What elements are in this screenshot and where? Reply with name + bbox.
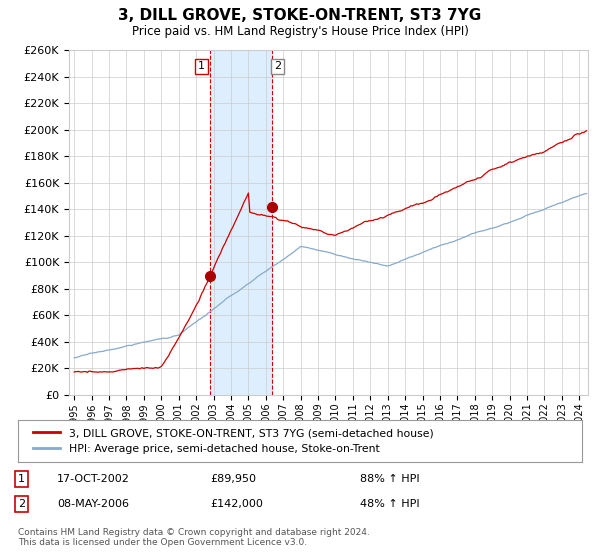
Legend: 3, DILL GROVE, STOKE-ON-TRENT, ST3 7YG (semi-detached house), HPI: Average price: 3, DILL GROVE, STOKE-ON-TRENT, ST3 7YG (… <box>29 424 438 458</box>
Text: 1: 1 <box>18 474 25 484</box>
Text: 2: 2 <box>274 61 281 71</box>
Text: 48% ↑ HPI: 48% ↑ HPI <box>360 499 419 509</box>
Text: 1: 1 <box>198 61 205 71</box>
Text: 17-OCT-2002: 17-OCT-2002 <box>57 474 130 484</box>
Text: 2: 2 <box>18 499 25 509</box>
Text: £142,000: £142,000 <box>210 499 263 509</box>
Text: 08-MAY-2006: 08-MAY-2006 <box>57 499 129 509</box>
Text: 3, DILL GROVE, STOKE-ON-TRENT, ST3 7YG: 3, DILL GROVE, STOKE-ON-TRENT, ST3 7YG <box>118 8 482 24</box>
Text: Contains HM Land Registry data © Crown copyright and database right 2024.
This d: Contains HM Land Registry data © Crown c… <box>18 528 370 547</box>
Text: Price paid vs. HM Land Registry's House Price Index (HPI): Price paid vs. HM Land Registry's House … <box>131 25 469 38</box>
Text: 88% ↑ HPI: 88% ↑ HPI <box>360 474 419 484</box>
Text: £89,950: £89,950 <box>210 474 256 484</box>
Bar <box>210 50 272 395</box>
